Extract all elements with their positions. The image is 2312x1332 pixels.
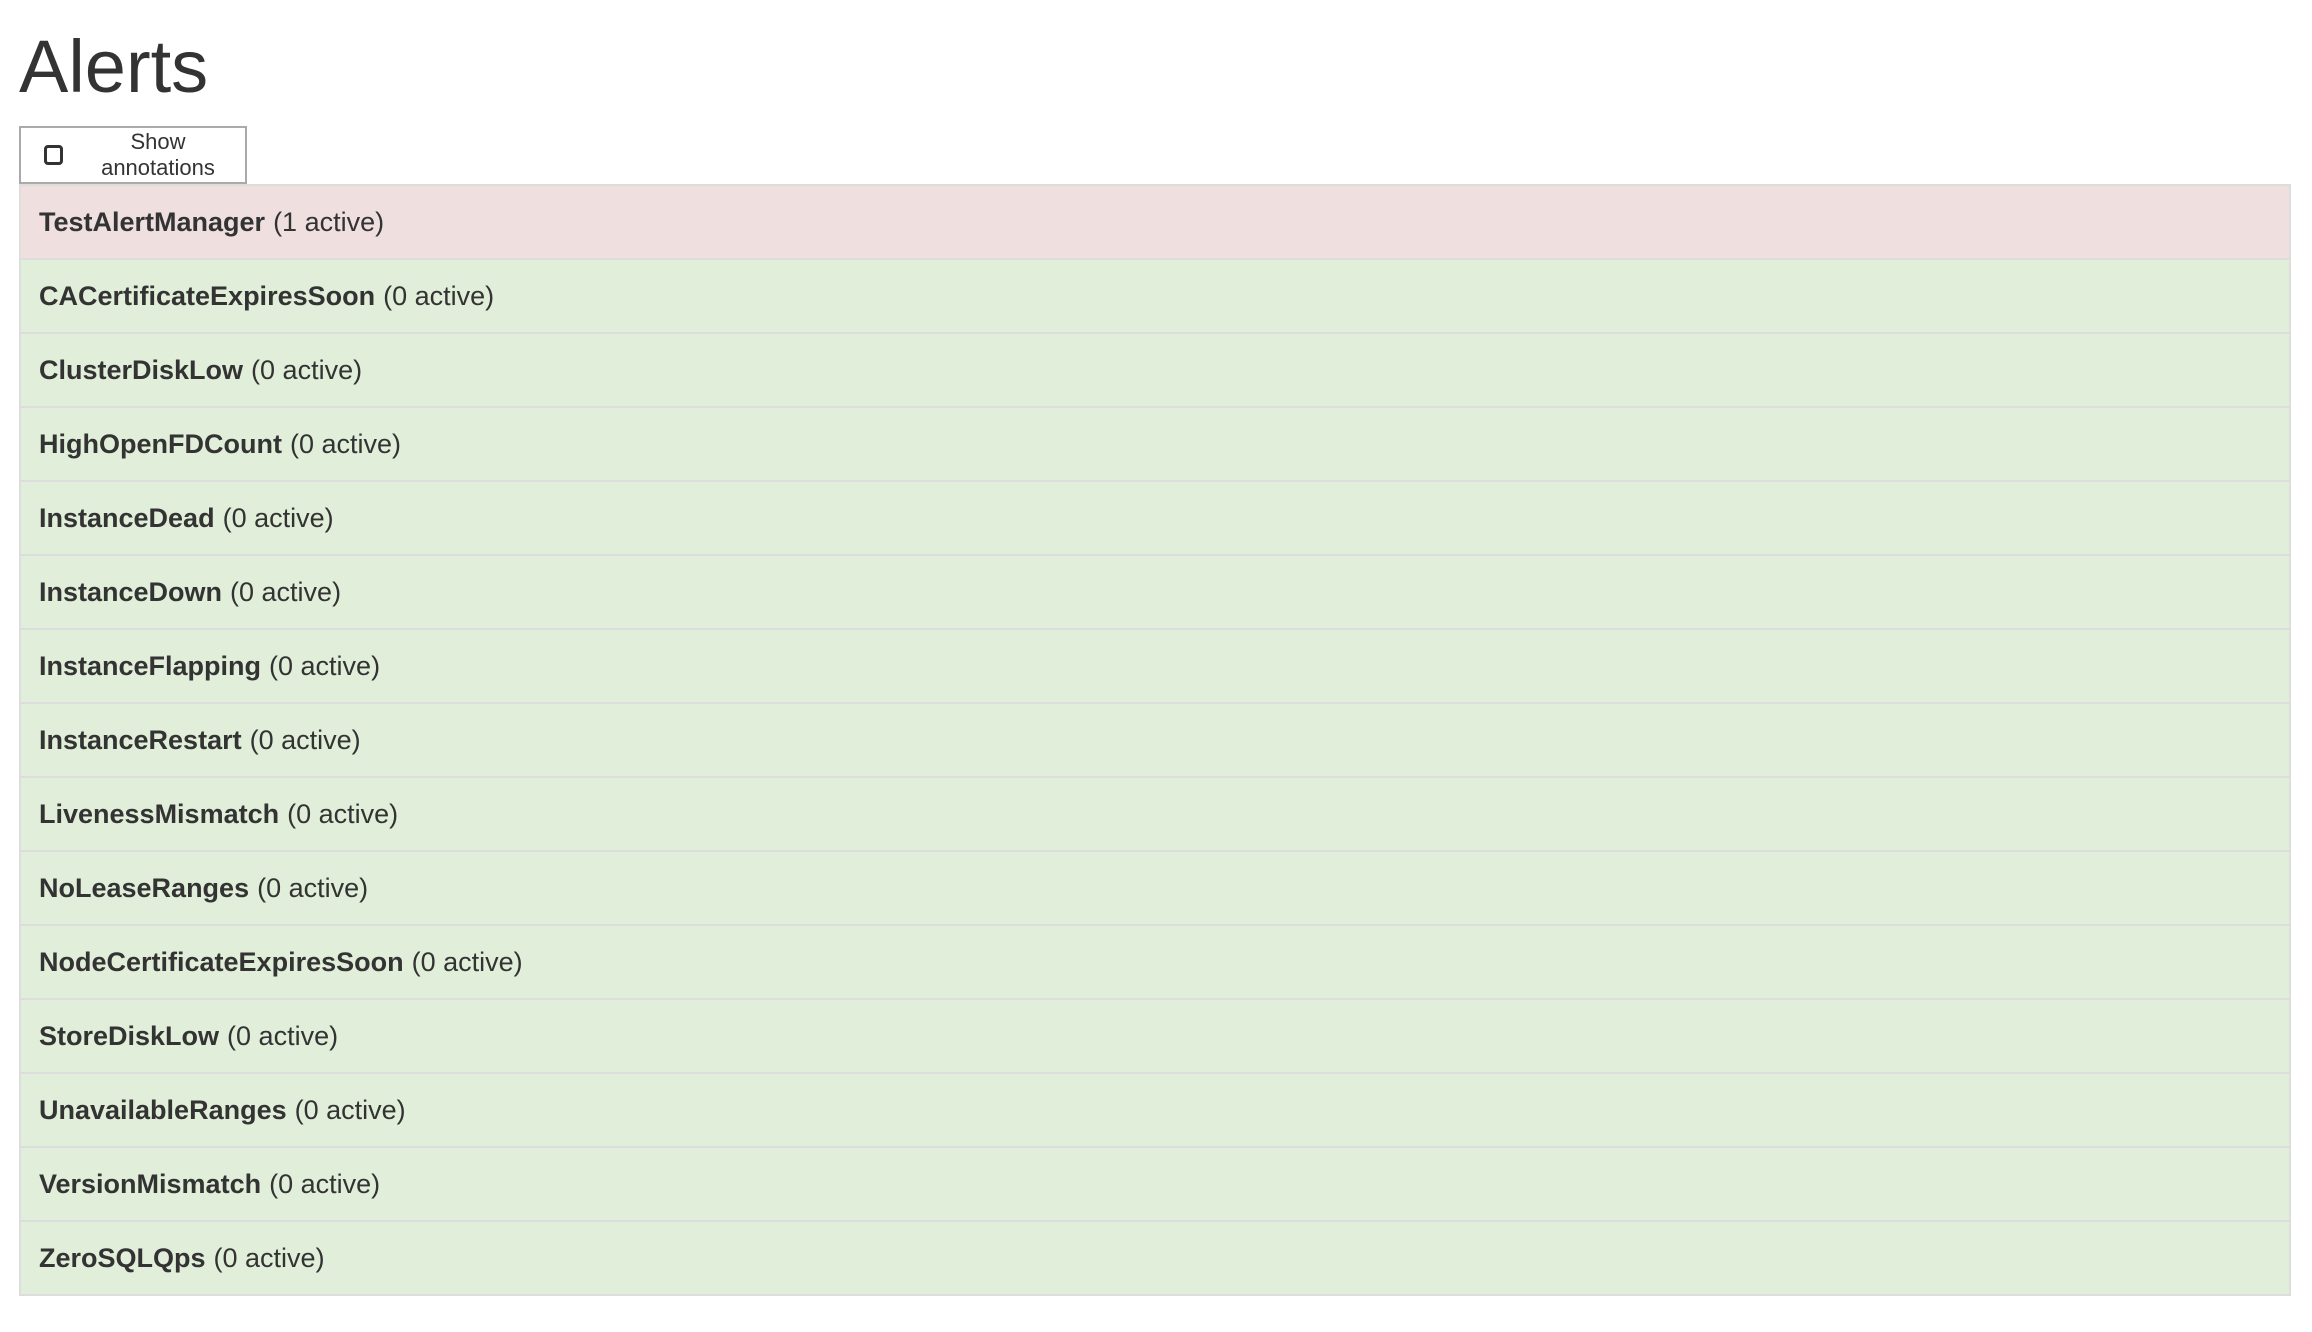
checkbox-icon[interactable] (44, 145, 63, 165)
alert-row[interactable]: UnavailableRanges (0 active) (21, 1074, 2289, 1148)
alert-name: HighOpenFDCount (39, 428, 282, 459)
alert-name: InstanceDead (39, 502, 215, 533)
alert-row[interactable]: ClusterDiskLow (0 active) (21, 334, 2289, 408)
alert-active-count: (0 active) (213, 1242, 325, 1273)
alert-active-count: (0 active) (269, 1168, 381, 1199)
alert-row[interactable]: NodeCertificateExpiresSoon (0 active) (21, 926, 2289, 1000)
alert-row[interactable]: NoLeaseRanges (0 active) (21, 852, 2289, 926)
alert-active-count: (0 active) (222, 502, 334, 533)
alert-active-count: (0 active) (289, 428, 401, 459)
alert-active-count: (0 active) (230, 576, 342, 607)
alert-row[interactable]: InstanceRestart (0 active) (21, 704, 2289, 778)
alert-name: ZeroSQLQps (39, 1242, 206, 1273)
alert-active-count: (0 active) (257, 872, 369, 903)
alert-name: TestAlertManager (39, 206, 266, 237)
alert-active-count: (0 active) (383, 280, 495, 311)
alert-active-count: (0 active) (294, 1094, 406, 1125)
show-annotations-label: Show annotations (101, 129, 215, 180)
alert-row[interactable]: LivenessMismatch (0 active) (21, 778, 2289, 852)
alert-row[interactable]: TestAlertManager (1 active) (21, 186, 2289, 260)
alert-name: CACertificateExpiresSoon (39, 280, 376, 311)
alert-row[interactable]: VersionMismatch (0 active) (21, 1148, 2289, 1222)
alert-name: LivenessMismatch (39, 798, 280, 829)
alert-name: StoreDiskLow (39, 1020, 220, 1051)
alert-list: TestAlertManager (1 active) CACertificateE… (19, 184, 2291, 1296)
show-annotations-button[interactable]: Show annotations (19, 126, 247, 184)
alert-row[interactable]: InstanceDead (0 active) (21, 482, 2289, 556)
alert-row[interactable]: InstanceDown (0 active) (21, 556, 2289, 630)
alert-row[interactable]: HighOpenFDCount (0 active) (21, 408, 2289, 482)
alert-name: InstanceRestart (39, 724, 242, 755)
alert-name: InstanceDown (39, 576, 223, 607)
page-title: Alerts (19, 25, 209, 108)
alert-active-count: (0 active) (251, 354, 363, 385)
alert-active-count: (0 active) (249, 724, 361, 755)
alert-active-count: (0 active) (411, 946, 523, 977)
alert-row[interactable]: ZeroSQLQps (0 active) (21, 1222, 2289, 1296)
alert-active-count: (0 active) (287, 798, 399, 829)
alert-name: NoLeaseRanges (39, 872, 250, 903)
alert-active-count: (0 active) (227, 1020, 339, 1051)
alert-name: ClusterDiskLow (39, 354, 244, 385)
alert-name: UnavailableRanges (39, 1094, 287, 1125)
alert-name: VersionMismatch (39, 1168, 262, 1199)
alert-row[interactable]: InstanceFlapping (0 active) (21, 630, 2289, 704)
alert-row[interactable]: CACertificateExpiresSoon (0 active) (21, 260, 2289, 334)
alert-active-count: (1 active) (273, 206, 385, 237)
alert-name: InstanceFlapping (39, 650, 262, 681)
alert-name: NodeCertificateExpiresSoon (39, 946, 404, 977)
alert-active-count: (0 active) (269, 650, 381, 681)
alert-row[interactable]: StoreDiskLow (0 active) (21, 1000, 2289, 1074)
